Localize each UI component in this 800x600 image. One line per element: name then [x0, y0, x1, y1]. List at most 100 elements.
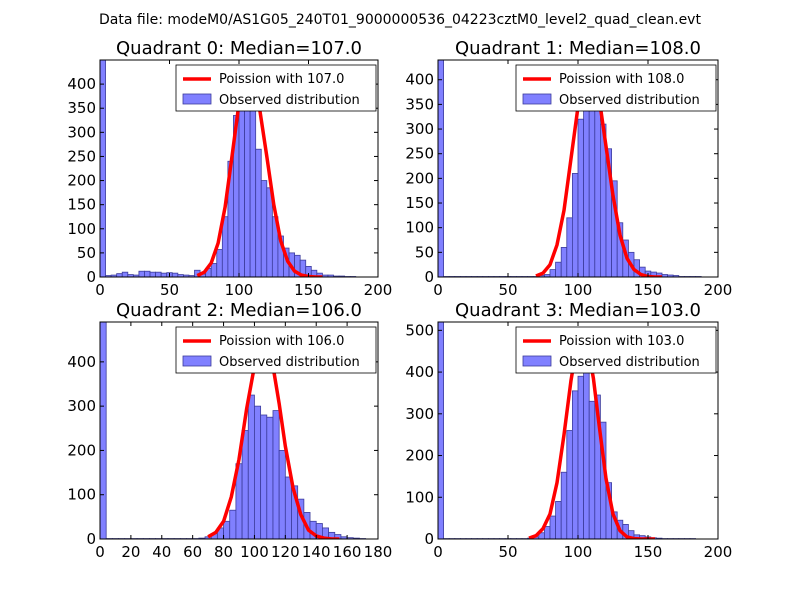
- x-tick-label: 20: [121, 543, 140, 561]
- y-tick-label: 300: [67, 123, 96, 141]
- y-tick-label: 0: [86, 530, 96, 548]
- y-tick-label: 350: [405, 95, 434, 113]
- y-tick-label: 300: [67, 397, 96, 415]
- y-tick-label: 100: [405, 488, 434, 506]
- histogram-bar: [100, 60, 106, 277]
- legend-curve-label: Poission with 106.0: [219, 334, 344, 349]
- x-tick-label: 200: [704, 281, 733, 299]
- x-tick-label: 0: [433, 281, 443, 299]
- x-tick-label: 150: [294, 281, 323, 299]
- legend: Poission with 108.0 Observed distribution: [515, 64, 717, 112]
- y-tick-label: 400: [67, 75, 96, 93]
- figure-suptitle: Data file: modeM0/AS1G05_240T01_90000005…: [99, 12, 701, 28]
- legend: Poission with 103.0 Observed distribution: [515, 326, 717, 374]
- histogram-bar: [223, 520, 231, 539]
- y-tick-label: 400: [405, 363, 434, 381]
- x-tick-label: 100: [564, 281, 593, 299]
- histogram-bar: [577, 375, 584, 539]
- legend-bar-swatch: [182, 355, 212, 367]
- histogram-bar: [278, 450, 286, 539]
- y-tick-label: 350: [67, 99, 96, 117]
- histogram-bar: [594, 89, 601, 277]
- x-tick-label: 50: [498, 281, 517, 299]
- histogram-bar: [100, 322, 107, 539]
- y-tick-label: 400: [67, 353, 96, 371]
- histogram-bar: [255, 148, 262, 277]
- legend-bar-swatch: [522, 355, 552, 367]
- y-tick-label: 50: [415, 243, 434, 261]
- x-tick-label: 50: [160, 281, 179, 299]
- x-tick-label: 0: [95, 543, 105, 561]
- histogram-bar: [272, 410, 280, 539]
- histogram-bar: [138, 270, 145, 277]
- histogram-bar: [544, 526, 551, 539]
- chart-title: Quadrant 3: Median=103.0: [455, 300, 701, 321]
- legend-bar-label: Observed distribution: [559, 355, 700, 370]
- histogram-bar: [572, 173, 579, 277]
- y-tick-label: 0: [424, 268, 434, 286]
- histogram-bar: [149, 271, 156, 277]
- histogram-bar: [566, 430, 573, 539]
- histogram-bar: [438, 322, 444, 539]
- y-tick-label: 500: [405, 321, 434, 339]
- x-tick-label: 0: [433, 543, 443, 561]
- legend-curve-label: Poission with 107.0: [219, 72, 344, 87]
- histogram-bar: [549, 515, 556, 539]
- histogram-bar: [260, 414, 268, 539]
- x-tick-label: 100: [564, 543, 593, 561]
- y-tick-label: 0: [86, 268, 96, 286]
- legend-bar-swatch: [182, 93, 212, 105]
- histogram-bar: [160, 272, 168, 277]
- histogram-bar: [549, 269, 556, 277]
- x-tick-label: 150: [634, 281, 663, 299]
- histogram-bar: [116, 273, 123, 277]
- histogram-bar: [577, 118, 584, 277]
- chart-title: Quadrant 0: Median=107.0: [116, 38, 362, 59]
- histogram-bar: [284, 476, 292, 539]
- histogram-bar: [249, 110, 257, 277]
- histogram-bar: [247, 394, 255, 539]
- x-tick-label: 140: [302, 543, 331, 561]
- histogram-bar: [254, 405, 262, 539]
- x-tick-label: 200: [704, 543, 733, 561]
- histogram-bar: [244, 88, 251, 277]
- y-tick-label: 100: [405, 219, 434, 237]
- y-tick-label: 250: [405, 145, 434, 163]
- y-tick-label: 200: [67, 441, 96, 459]
- legend-bar-label: Observed distribution: [219, 355, 360, 370]
- histogram-bar: [171, 272, 179, 277]
- x-tick-label: 100: [225, 281, 254, 299]
- histogram-bar: [210, 263, 218, 277]
- histogram-bar: [560, 471, 568, 539]
- x-tick-label: 0: [95, 281, 105, 299]
- y-tick-label: 250: [67, 147, 96, 165]
- histogram-bar: [260, 180, 268, 277]
- axes-frame: [99, 321, 379, 540]
- histogram-bar: [555, 501, 562, 539]
- x-tick-label: 60: [183, 543, 202, 561]
- legend: Poission with 106.0 Observed distribution: [175, 326, 377, 374]
- x-tick-label: 200: [364, 281, 393, 299]
- x-tick-label: 80: [214, 543, 233, 561]
- legend-bar-label: Observed distribution: [559, 93, 700, 108]
- quadrant-0-chart: 0 50 100 150 200 0 50 100 150 200 250 300 350 400 Quad…: [67, 38, 392, 299]
- quadrant-3-chart: 0 50 100 150 200 0 100 200 300 400 500 Quadrant 3: …: [405, 300, 732, 561]
- histogram-bar: [555, 261, 562, 277]
- quadrant-1-chart: 0 50 100 150 200 0 50 100 150 200 250 300 350 400 Quad…: [405, 38, 732, 299]
- x-tick-label: 40: [152, 543, 171, 561]
- legend-curve-label: Poission with 103.0: [559, 334, 684, 349]
- y-tick-label: 200: [405, 447, 434, 465]
- legend-curve-label: Poission with 108.0: [559, 72, 684, 87]
- x-tick-label: 180: [364, 543, 393, 561]
- y-tick-label: 150: [67, 196, 96, 214]
- chart-title: Quadrant 2: Median=106.0: [116, 300, 362, 321]
- histogram-bar: [560, 247, 568, 277]
- x-tick-label: 150: [634, 543, 663, 561]
- histogram-bar: [144, 270, 151, 277]
- histogram-bar: [266, 416, 274, 539]
- histogram-bar: [238, 103, 245, 277]
- histogram-bar: [572, 390, 579, 539]
- legend-bar-swatch: [522, 93, 552, 105]
- histogram-bar: [216, 249, 223, 277]
